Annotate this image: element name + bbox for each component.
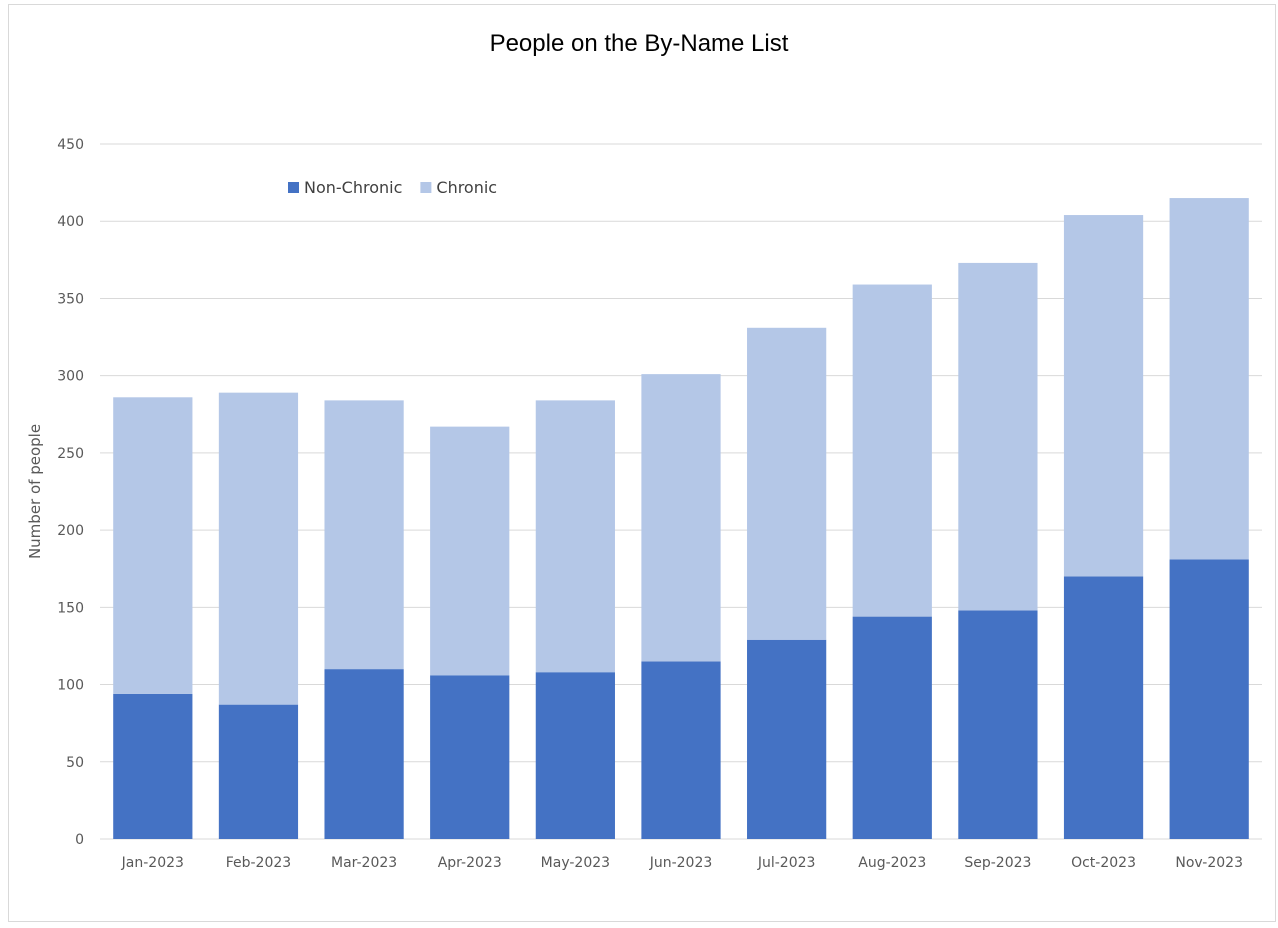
x-tick-label: Nov-2023 xyxy=(1175,855,1243,871)
y-tick-label: 400 xyxy=(57,214,84,230)
chart-title: People on the By-Name List xyxy=(489,30,789,57)
x-tick-label: Jun-2023 xyxy=(649,855,713,871)
bar-non-chronic-jul-2023 xyxy=(747,639,827,839)
y-tick-label: 350 xyxy=(57,291,84,307)
y-tick-label: 150 xyxy=(57,600,84,616)
legend-swatch-chronic xyxy=(420,182,432,193)
bar-chronic-nov-2023 xyxy=(1169,198,1249,560)
y-tick-label: 200 xyxy=(57,523,84,539)
bar-non-chronic-nov-2023 xyxy=(1169,559,1249,839)
legend-label: Chronic xyxy=(436,178,497,197)
x-tick-label: Mar-2023 xyxy=(331,855,397,871)
x-tick-label: Jul-2023 xyxy=(757,855,816,871)
bar-chronic-jul-2023 xyxy=(747,327,827,640)
bar-non-chronic-aug-2023 xyxy=(852,616,932,839)
legend-label: Non-Chronic xyxy=(304,178,402,197)
bar-chronic-mar-2023 xyxy=(324,400,404,670)
y-tick-label: 300 xyxy=(57,369,84,385)
bar-chronic-jan-2023 xyxy=(113,397,193,694)
x-tick-label: May-2023 xyxy=(541,855,610,871)
bar-chronic-sep-2023 xyxy=(958,262,1038,611)
bar-non-chronic-sep-2023 xyxy=(958,610,1038,839)
bar-chronic-aug-2023 xyxy=(852,284,932,617)
bars xyxy=(113,198,1249,839)
legend-swatch-non-chronic xyxy=(288,182,299,193)
bar-non-chronic-jun-2023 xyxy=(641,661,721,839)
bar-non-chronic-mar-2023 xyxy=(324,669,404,839)
legend: Non-Chronic Chronic xyxy=(288,178,497,197)
bar-chronic-oct-2023 xyxy=(1063,215,1144,577)
y-axis-ticks: 0 50 100 150 200 250 300 350 400 450 xyxy=(57,137,84,848)
bar-chronic-may-2023 xyxy=(535,400,615,673)
y-tick-label: 100 xyxy=(57,678,84,694)
y-axis-label: Number of people xyxy=(26,424,44,559)
bar-chronic-apr-2023 xyxy=(430,426,510,676)
x-tick-label: Feb-2023 xyxy=(226,855,291,871)
y-tick-label: 50 xyxy=(66,755,84,771)
y-tick-label: 0 xyxy=(75,832,84,848)
bar-chronic-feb-2023 xyxy=(218,392,299,705)
x-tick-label: Apr-2023 xyxy=(438,855,502,871)
x-tick-label: Oct-2023 xyxy=(1071,855,1136,871)
bar-non-chronic-jan-2023 xyxy=(113,693,193,839)
x-tick-label: Aug-2023 xyxy=(858,855,926,871)
bar-non-chronic-apr-2023 xyxy=(430,675,510,839)
y-tick-label: 450 xyxy=(57,137,84,153)
x-axis-ticks: Jan-2023 Feb-2023 Mar-2023 Apr-2023 May-2023… xyxy=(121,855,1243,871)
x-tick-label: Jan-2023 xyxy=(121,855,184,871)
bar-non-chronic-feb-2023 xyxy=(218,704,299,839)
bar-chronic-jun-2023 xyxy=(641,374,721,662)
x-tick-label: Sep-2023 xyxy=(964,855,1031,871)
bar-non-chronic-oct-2023 xyxy=(1063,576,1144,839)
y-tick-label: 250 xyxy=(57,446,84,462)
bar-non-chronic-may-2023 xyxy=(535,672,615,839)
